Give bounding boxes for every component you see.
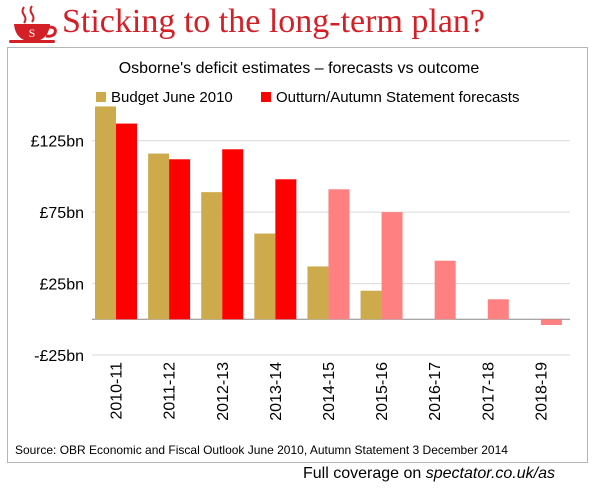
header: S Sticking to the long-term plan? [0, 0, 598, 46]
legend-label-2: Outturn/Autumn Statement forecasts [276, 89, 519, 106]
coffee-cup-s-icon: S [9, 5, 57, 43]
y-tick-label: -£25bn [34, 348, 84, 365]
bar-outturn-2013-14 [275, 179, 297, 320]
x-tick-label: 2010-11 [109, 362, 126, 420]
bars [95, 106, 562, 325]
bar-outturn-2018-19 [540, 319, 562, 325]
bar-outturn-2011-12 [169, 159, 191, 320]
footer-prefix: Full coverage on [303, 465, 426, 482]
bar-budget-2015-16 [360, 290, 382, 320]
footer: Full coverage on spectator.co.uk/as [303, 462, 593, 486]
logo-letter: S [29, 26, 36, 40]
bar-budget-2010-11 [95, 106, 116, 320]
bar-outturn-2014-15 [328, 189, 350, 320]
y-tick-label: £125bn [31, 134, 84, 151]
bar-outturn-2016-17 [434, 260, 456, 320]
y-tick-label: £25bn [40, 277, 85, 294]
bar-outturn-2017-18 [487, 299, 509, 320]
x-tick-label: 2011-12 [162, 362, 179, 420]
bar-budget-2013-14 [254, 233, 276, 320]
x-tick-label: 2015-16 [374, 362, 391, 421]
x-axis: 2010-11 2011-12 2012-13 2013-14 2014-15 2015-… [109, 362, 551, 421]
bar-budget-2012-13 [201, 192, 223, 320]
x-tick-label: 2013-14 [268, 362, 285, 421]
legend-swatch-1 [96, 92, 106, 102]
x-tick-label: 2016-17 [427, 362, 444, 421]
bar-budget-2014-15 [307, 266, 329, 320]
bar-outturn-2010-11 [116, 123, 137, 320]
chart: Osborne's deficit estimates – forecasts … [15, 60, 570, 457]
bar-outturn-2015-16 [381, 212, 403, 320]
headline: Sticking to the long-term plan? [62, 3, 486, 40]
footer-site-link[interactable]: spectator.co.uk/as [425, 465, 555, 482]
y-tick-label: £75bn [40, 205, 85, 222]
legend: Budget June 2010 Outturn/Autumn Statement… [96, 89, 519, 106]
y-axis: £125bn £75bn £25bn -£25bn [31, 134, 84, 365]
x-tick-label: 2018-19 [533, 362, 550, 421]
source-note: Source: OBR Economic and Fiscal Outlook … [15, 443, 508, 457]
legend-label-1: Budget June 2010 [111, 89, 233, 106]
x-tick-label: 2012-13 [215, 362, 232, 421]
bar-budget-2011-12 [148, 153, 170, 320]
chart-title: Osborne's deficit estimates – forecasts … [119, 60, 480, 77]
legend-swatch-2 [261, 92, 271, 102]
x-tick-label: 2017-18 [480, 362, 497, 421]
bar-outturn-2012-13 [222, 149, 244, 320]
x-tick-label: 2014-15 [321, 362, 338, 421]
